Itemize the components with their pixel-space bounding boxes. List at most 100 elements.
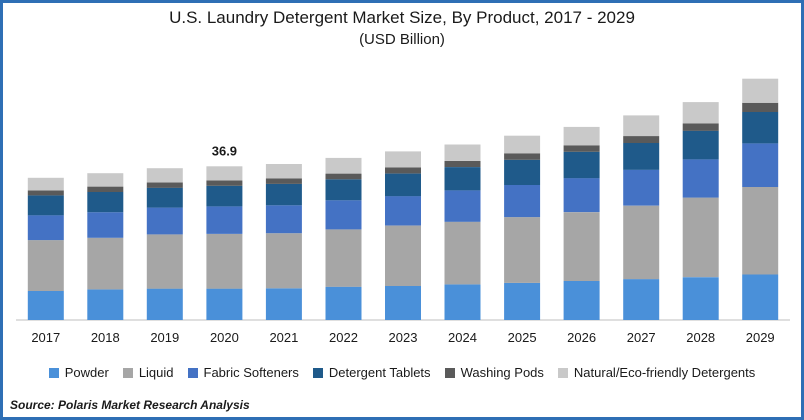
bar-segment-2029-5 — [742, 78, 779, 103]
bar-segment-2017-5 — [27, 177, 64, 191]
bar-segment-2018-2 — [87, 212, 124, 238]
bar-segment-2021-2 — [265, 205, 302, 234]
bar-segment-2019-3 — [146, 187, 183, 208]
bar-segment-2027-0 — [623, 279, 660, 320]
legend-swatch — [187, 367, 198, 378]
bar-segment-2028-0 — [682, 277, 719, 320]
bar-segment-2019-2 — [146, 207, 183, 235]
bar-segment-2021-1 — [265, 233, 302, 289]
bar-segment-2029-4 — [742, 102, 779, 112]
bar-segment-2024-5 — [444, 144, 481, 161]
bar-segment-2021-3 — [265, 183, 302, 206]
bar-segment-2028-3 — [682, 130, 719, 160]
bar-segment-2018-1 — [87, 237, 124, 290]
bar-segment-2025-4 — [504, 153, 541, 160]
bar-segment-2025-5 — [504, 135, 541, 154]
legend-item: Washing Pods — [444, 365, 544, 380]
legend-label: Powder — [64, 365, 109, 380]
legend-label: Detergent Tablets — [328, 365, 431, 380]
bar-segment-2027-3 — [623, 143, 660, 170]
bar-segment-2027-2 — [623, 169, 660, 206]
legend-swatch — [312, 367, 323, 378]
x-tick-label: 2021 — [269, 330, 298, 345]
x-tick-label: 2023 — [389, 330, 418, 345]
legend-label: Fabric Softeners — [203, 365, 299, 380]
bar-segment-2023-3 — [385, 173, 421, 197]
x-tick-label: 2019 — [150, 330, 179, 345]
bar-segment-2022-0 — [325, 286, 362, 320]
legend-label: Natural/Eco-friendly Detergents — [573, 365, 756, 380]
bar-segment-2028-5 — [682, 102, 719, 124]
bar-segment-2026-4 — [563, 145, 600, 152]
x-tick-label: 2017 — [31, 330, 60, 345]
bar-segment-2027-4 — [623, 136, 660, 143]
bar-segment-2023-2 — [385, 196, 421, 226]
bar-segment-2023-4 — [385, 167, 421, 174]
source-note: Source: Polaris Market Research Analysis — [10, 398, 250, 412]
x-tick-label: 2026 — [567, 330, 596, 345]
bar-segment-2018-3 — [87, 191, 124, 213]
bar-segment-2023-5 — [385, 151, 421, 168]
x-tick-label: 2027 — [627, 330, 656, 345]
data-label-2020: 36.9 — [212, 143, 237, 158]
bar-segment-2018-5 — [87, 173, 124, 187]
x-tick-label: 2022 — [329, 330, 358, 345]
bar-segment-2025-2 — [504, 185, 541, 218]
bar-segment-2029-1 — [742, 186, 779, 275]
legend-label: Liquid — [138, 365, 174, 380]
bar-segment-2025-0 — [504, 282, 541, 320]
bar-segment-2028-2 — [682, 159, 719, 198]
bar-segment-2019-5 — [146, 168, 183, 183]
bar-segment-2026-3 — [563, 151, 600, 179]
bar-segment-2019-0 — [146, 288, 183, 320]
bar-segment-2022-4 — [325, 173, 362, 180]
bar-segment-2026-1 — [563, 212, 600, 281]
bar-segment-2017-3 — [27, 195, 64, 216]
bar-segment-2018-0 — [87, 289, 124, 320]
bar-segment-2028-4 — [682, 123, 719, 131]
bar-segment-2017-0 — [27, 290, 64, 320]
bar-segment-2027-1 — [623, 205, 660, 280]
bar-segment-2018-4 — [87, 186, 124, 192]
bar-segment-2023-1 — [385, 225, 421, 286]
bar-segment-2024-1 — [444, 221, 481, 285]
legend-item: Detergent Tablets — [312, 365, 431, 380]
bar-segment-2029-3 — [742, 112, 779, 144]
bar-segment-2021-0 — [265, 288, 302, 320]
legend-swatch — [557, 367, 568, 378]
bar-segment-2020-0 — [206, 288, 243, 320]
bar-segment-2027-5 — [623, 115, 660, 136]
bar-segment-2029-0 — [742, 274, 779, 320]
bar-segment-2017-1 — [27, 240, 64, 291]
legend: Powder Liquid Fabric Softeners Detergent Ta… — [0, 365, 804, 380]
bar-segment-2017-2 — [27, 215, 64, 241]
legend-item: Powder — [48, 365, 109, 380]
bar-segment-2025-1 — [504, 217, 541, 283]
x-tick-label: 2024 — [448, 330, 477, 345]
bar-segment-2023-0 — [385, 286, 421, 320]
bar-segment-2020-2 — [206, 206, 243, 234]
bar-segment-2024-2 — [444, 190, 481, 222]
bar-segment-2021-5 — [265, 164, 302, 179]
bar-segment-2028-1 — [682, 197, 719, 278]
bar-segment-2029-2 — [742, 143, 779, 187]
bar-segment-2020-1 — [206, 234, 243, 289]
bar-segment-2022-3 — [325, 179, 362, 201]
bar-segment-2024-4 — [444, 160, 481, 167]
legend-swatch — [444, 367, 455, 378]
bar-segment-2026-5 — [563, 126, 600, 146]
x-tick-label: 2018 — [91, 330, 120, 345]
legend-swatch — [122, 367, 133, 378]
legend-item: Liquid — [122, 365, 174, 380]
legend-item: Natural/Eco-friendly Detergents — [557, 365, 756, 380]
bar-segment-2024-0 — [444, 284, 481, 320]
legend-item: Fabric Softeners — [187, 365, 299, 380]
bar-segment-2021-4 — [265, 178, 302, 184]
bar-segment-2022-2 — [325, 200, 362, 230]
x-tick-label: 2029 — [746, 330, 775, 345]
legend-label: Washing Pods — [460, 365, 544, 380]
x-tick-label: 2025 — [508, 330, 537, 345]
chart-title: U.S. Laundry Detergent Market Size, By P… — [169, 8, 635, 27]
bar-segment-2020-4 — [206, 180, 243, 186]
